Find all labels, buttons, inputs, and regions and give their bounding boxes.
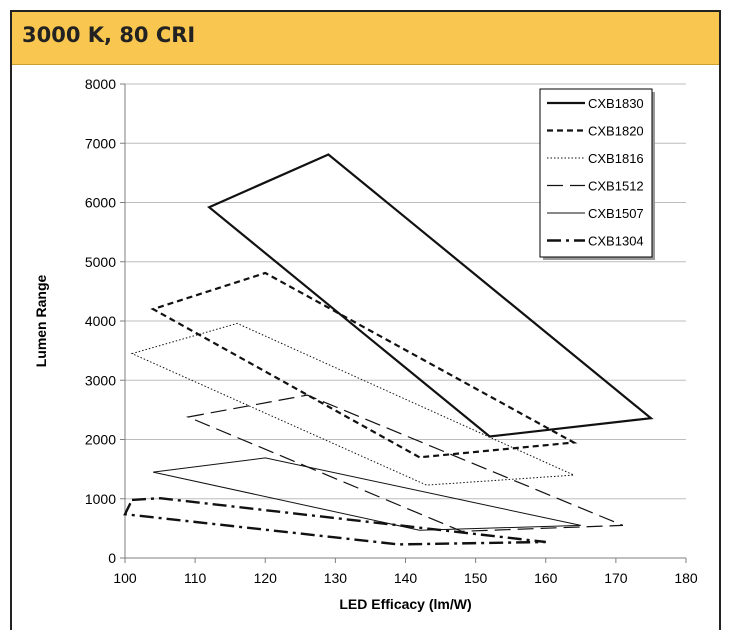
x-axis-label: LED Efficacy (lm/W)	[339, 596, 471, 612]
x-tick-label: 110	[184, 570, 207, 586]
legend-label: CXB1512	[588, 179, 644, 194]
series-cxb1820	[150, 271, 578, 459]
x-tick-label: 130	[324, 570, 348, 586]
y-tick-label: 6000	[85, 195, 116, 211]
y-tick-label: 5000	[85, 254, 116, 270]
y-tick-label: 2000	[85, 432, 116, 448]
legend	[539, 88, 653, 258]
y-tick-label: 0	[108, 550, 116, 566]
x-tick-label: 140	[394, 570, 418, 586]
y-tick-label: 8000	[85, 76, 116, 92]
series-cxb1304	[123, 496, 546, 546]
legend-label: CXB1830	[588, 96, 644, 111]
series-cxb1512	[186, 394, 624, 532]
chart-header: 3000 K, 80 CRI	[12, 12, 719, 65]
legend-label: CXB1304	[588, 234, 644, 249]
y-tick-label: 4000	[85, 313, 116, 329]
x-tick-label: 100	[113, 570, 137, 586]
x-tick-label: 180	[674, 570, 698, 586]
chart-title: 3000 K, 80 CRI	[22, 23, 196, 47]
legend-label: CXB1816	[588, 151, 644, 166]
x-tick-label: 150	[464, 570, 488, 586]
series-cxb1816	[130, 322, 575, 486]
y-tick-label: 1000	[85, 491, 116, 507]
line-chart: 0 1000 2000 3000 4000 5000 6000 7000 8000 100 110 1…	[33, 76, 698, 612]
y-tick-label: 3000	[85, 372, 116, 388]
legend-label: CXB1507	[588, 206, 644, 221]
series-cxb1830	[207, 153, 654, 438]
x-tick-label: 120	[254, 570, 278, 586]
series-cxb1507	[152, 457, 581, 531]
x-tick-label: 160	[534, 570, 558, 586]
x-tick-label: 170	[604, 570, 628, 586]
y-tick-label: 7000	[85, 135, 116, 151]
y-axis-label: Lumen Range	[33, 275, 49, 368]
legend-label: CXB1820	[588, 124, 644, 139]
